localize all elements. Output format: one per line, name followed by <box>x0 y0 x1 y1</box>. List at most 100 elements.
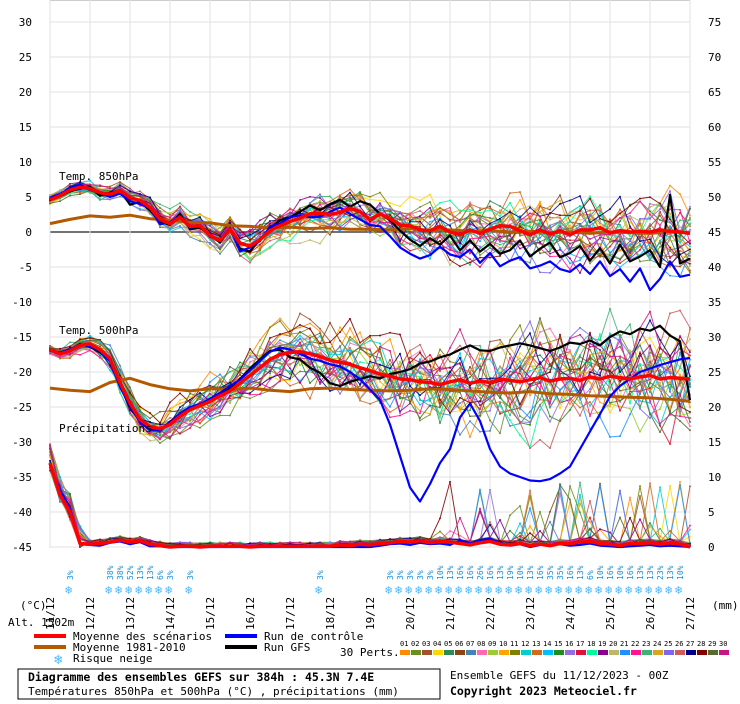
member-point <box>269 337 271 339</box>
member-point <box>379 217 381 219</box>
member-point <box>369 349 371 351</box>
member-point <box>239 374 241 376</box>
member-point <box>239 394 241 396</box>
member-point <box>379 231 381 233</box>
member-point <box>619 260 621 262</box>
member-point <box>119 185 121 187</box>
member-point <box>539 511 541 513</box>
member-point <box>209 408 211 410</box>
member-point <box>359 398 361 400</box>
member-point <box>249 236 251 238</box>
member-point <box>119 196 121 198</box>
member-point <box>259 393 261 395</box>
member-point <box>329 348 331 350</box>
member-point <box>469 205 471 207</box>
member-point <box>399 394 401 396</box>
member-point <box>599 483 601 485</box>
member-point <box>539 388 541 390</box>
member-point <box>599 363 601 365</box>
member-point <box>589 332 591 334</box>
member-point <box>639 225 641 227</box>
member-point <box>199 419 201 421</box>
member-point <box>539 409 541 411</box>
member-point <box>349 336 351 338</box>
member-point <box>199 385 201 387</box>
member-point <box>549 384 551 386</box>
member-point <box>409 216 411 218</box>
member-point <box>589 382 591 384</box>
member-point <box>389 384 391 386</box>
member-point <box>529 218 531 220</box>
member-point <box>519 209 521 211</box>
member-point <box>509 425 511 427</box>
member-point <box>579 407 581 409</box>
member-point <box>549 240 551 242</box>
member-point <box>209 371 211 373</box>
member-point <box>389 350 391 352</box>
member-point <box>469 253 471 255</box>
member-point <box>669 213 671 215</box>
member-point <box>479 216 481 218</box>
member-point <box>539 317 541 319</box>
member-point <box>519 389 521 391</box>
member-point <box>579 397 581 399</box>
member-point <box>499 210 501 212</box>
member-point <box>579 214 581 216</box>
member-point <box>399 240 401 242</box>
member-point <box>109 187 111 189</box>
member-point <box>489 403 491 405</box>
member-point <box>289 363 291 365</box>
right-tick-label: 50 <box>708 191 721 204</box>
member-point <box>279 374 281 376</box>
member-point <box>199 427 201 429</box>
member-point <box>79 192 81 194</box>
member-point <box>219 251 221 253</box>
member-point <box>579 334 581 336</box>
member-point <box>649 239 651 241</box>
member-point <box>409 233 411 235</box>
member-point <box>339 217 341 219</box>
member-point <box>139 191 141 193</box>
member-point <box>619 196 621 198</box>
member-point <box>689 260 691 262</box>
member-point <box>609 240 611 242</box>
member-point <box>639 364 641 366</box>
member-point <box>569 215 571 217</box>
member-point <box>559 419 561 421</box>
member-point <box>429 214 431 216</box>
member-point <box>159 424 161 426</box>
member-point <box>309 196 311 198</box>
member-point <box>679 238 681 240</box>
member-point <box>589 346 591 348</box>
member-point <box>229 220 231 222</box>
member-point <box>599 209 601 211</box>
member-point <box>689 229 691 231</box>
member-point <box>509 192 511 194</box>
member-point <box>689 206 691 208</box>
member-point <box>429 372 431 374</box>
member-point <box>489 217 491 219</box>
member-point <box>419 371 421 373</box>
member-point <box>529 411 531 413</box>
member-point <box>649 361 651 363</box>
member-point <box>639 198 641 200</box>
member-point <box>329 351 331 353</box>
member-point <box>639 381 641 383</box>
member-point <box>399 412 401 414</box>
member-point <box>89 350 91 352</box>
member-point <box>649 214 651 216</box>
member-point <box>319 343 321 345</box>
member-point <box>629 245 631 247</box>
member-point <box>529 395 531 397</box>
member-point <box>669 369 671 371</box>
member-point <box>669 530 671 532</box>
member-point <box>119 374 121 376</box>
member-point <box>559 370 561 372</box>
member-point <box>509 246 511 248</box>
member-point <box>219 246 221 248</box>
member-point <box>559 390 561 392</box>
member-point <box>399 415 401 417</box>
member-point <box>449 367 451 369</box>
member-point <box>589 343 591 345</box>
